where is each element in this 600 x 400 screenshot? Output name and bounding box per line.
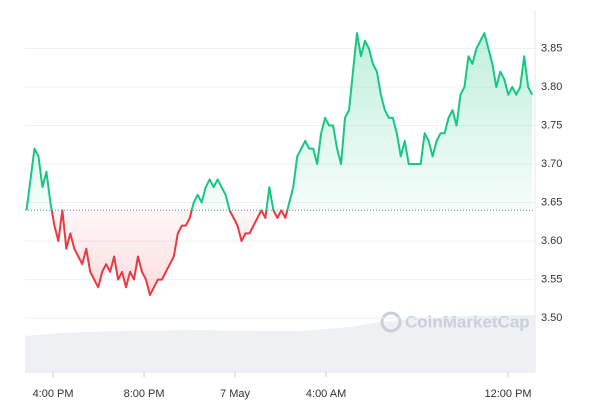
y-tick-label: 3.65 xyxy=(541,196,562,208)
price-line xyxy=(25,32,534,296)
volume-area xyxy=(25,315,535,372)
y-tick-label: 3.55 xyxy=(541,273,562,285)
y-tick-label: 3.50 xyxy=(541,312,562,324)
y-tick-label: 3.60 xyxy=(541,235,562,247)
x-tick-label: 4:00 PM xyxy=(33,388,74,400)
x-tick-label: 4:00 AM xyxy=(306,388,346,400)
y-tick-label: 3.70 xyxy=(541,158,562,170)
x-tick-label: 12:00 PM xyxy=(485,388,532,400)
x-tick-label: 8:00 PM xyxy=(124,388,165,400)
x-tick-label: 7 May xyxy=(220,388,250,400)
watermark-logo xyxy=(380,311,402,333)
y-tick-label: 3.80 xyxy=(541,81,562,93)
watermark-text: CoinMarketCap xyxy=(405,312,530,331)
y-tick-label: 3.85 xyxy=(541,42,562,54)
watermark: CoinMarketCap xyxy=(380,311,530,333)
y-tick-label: 3.75 xyxy=(541,119,562,131)
price-area xyxy=(26,33,533,295)
